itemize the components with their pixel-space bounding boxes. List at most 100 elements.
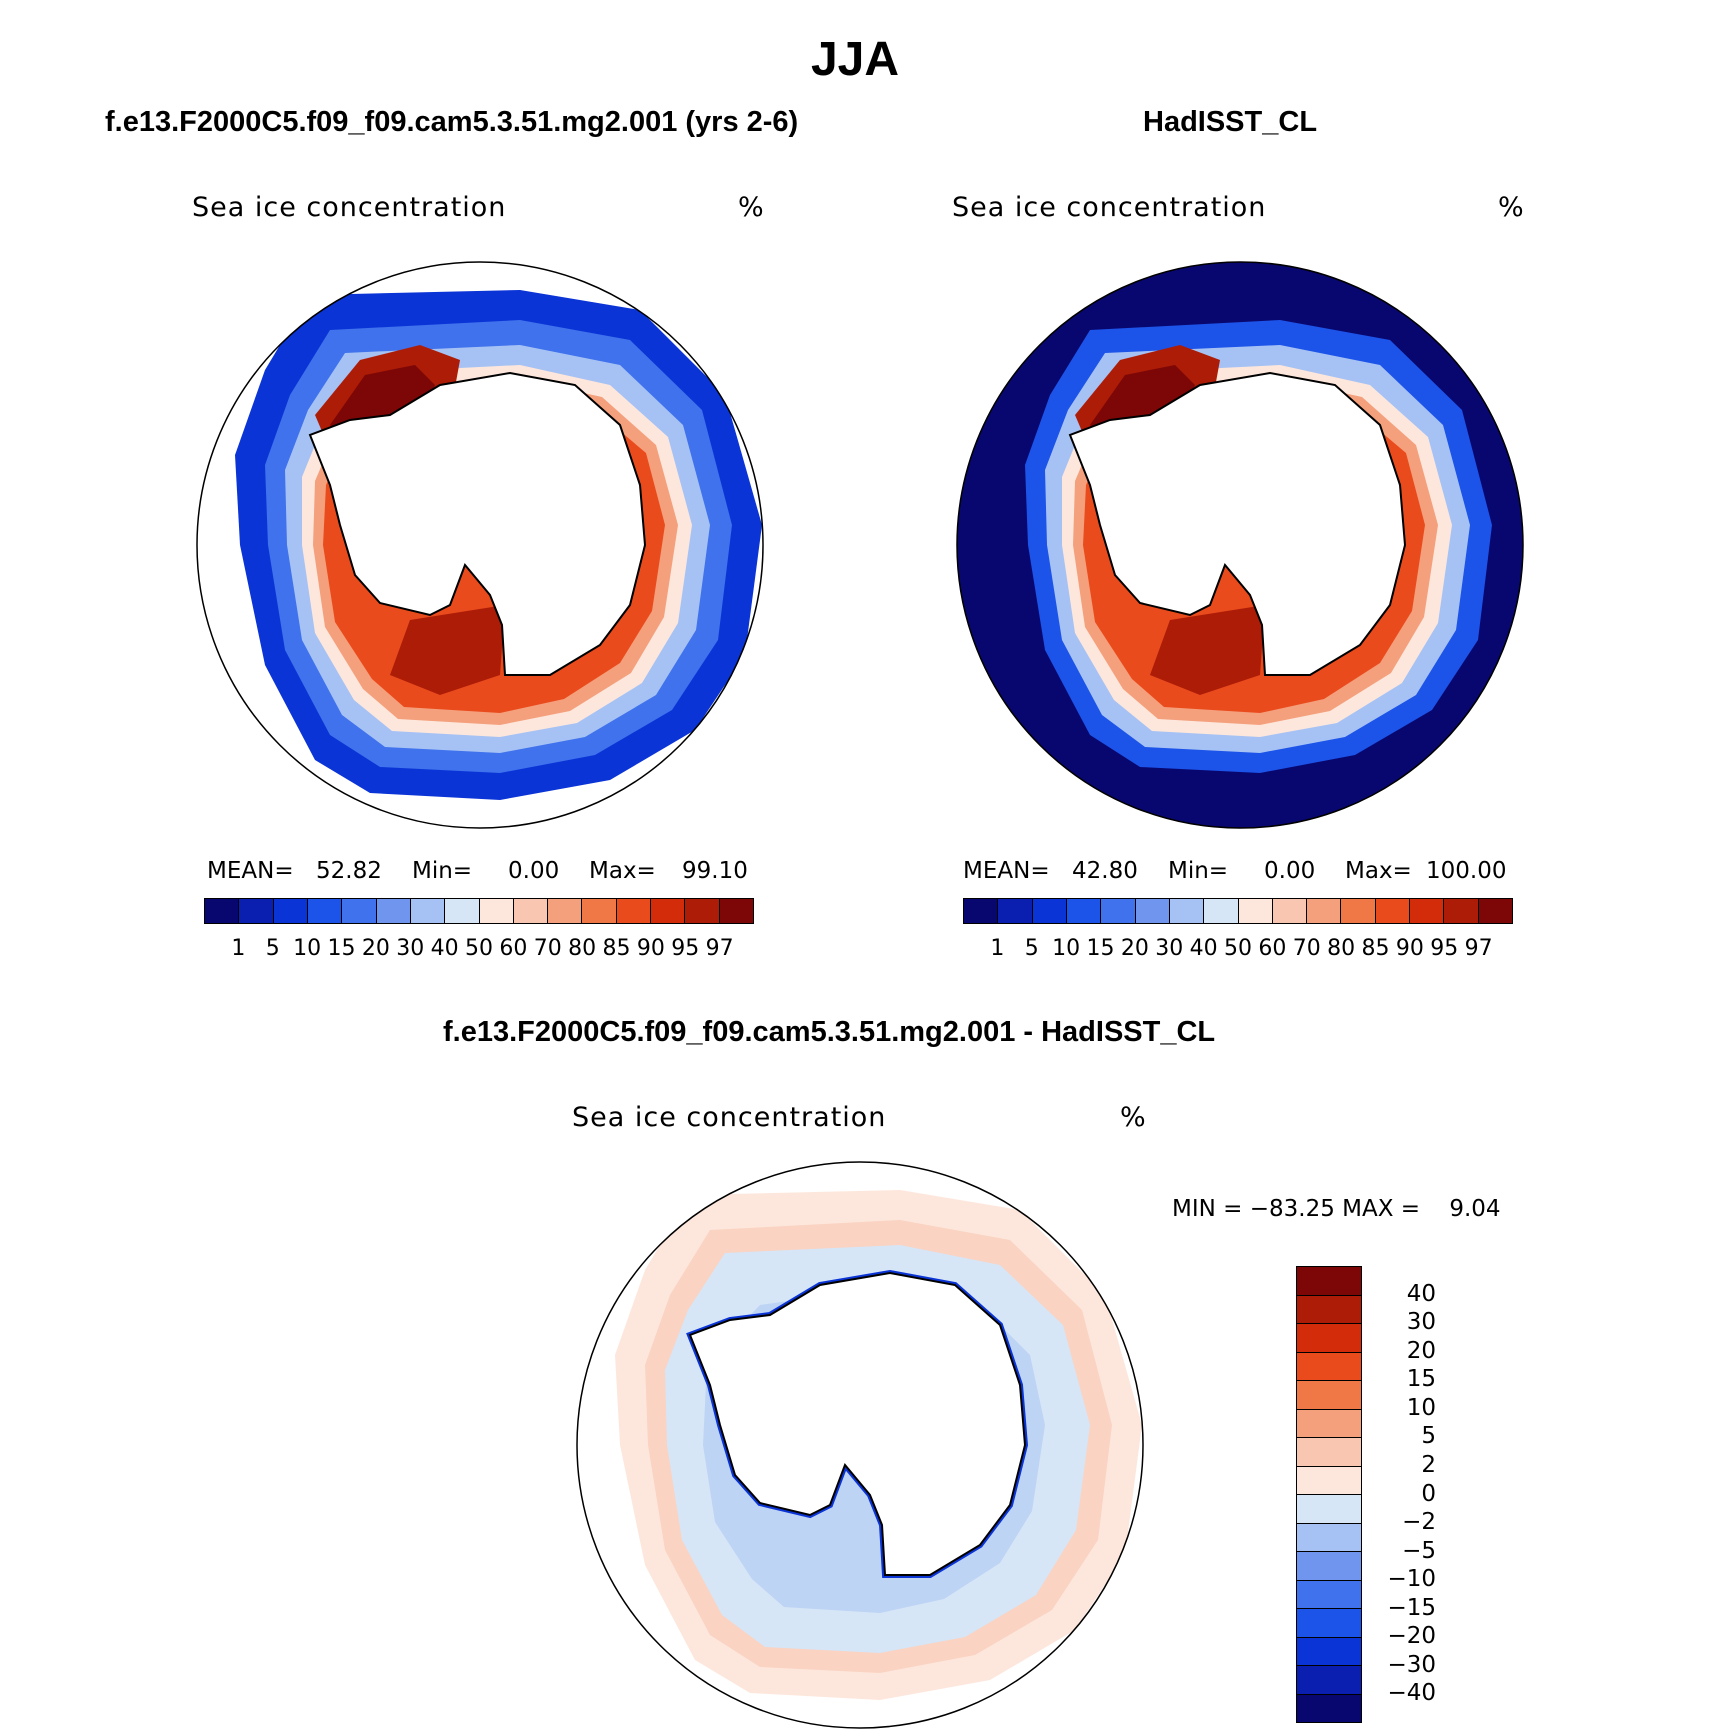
colorbar-ticks-model: 1 5 10 15 20 30 40 50 60 70 80 85 90 95 97 <box>204 936 754 966</box>
colorbar-tick-label: 97 <box>705 936 734 961</box>
diff-panel-title: f.e13.F2000C5.f09_f09.cam5.3.51.mg2.001 … <box>443 1016 1216 1048</box>
diff-colorbar-box <box>1297 1437 1361 1466</box>
diff-colorbar-tick-label: −40 <box>1387 1680 1436 1707</box>
diff-colorbar-box <box>1297 1323 1361 1352</box>
mean-label-obs: MEAN= <box>963 858 1050 884</box>
colorbar-tick-label: 5 <box>265 936 280 961</box>
diff-colorbar-box <box>1297 1351 1361 1380</box>
diff-colorbar-tick-label: 2 <box>1421 1451 1436 1478</box>
colorbar-box <box>1340 899 1375 923</box>
diff-colorbar-box <box>1297 1608 1361 1637</box>
colorbar-box <box>1100 899 1135 923</box>
colorbar-tick-label: 60 <box>499 936 528 961</box>
colorbar-tick-label: 1 <box>990 936 1005 961</box>
diff-colorbar-box <box>1297 1380 1361 1409</box>
colorbar-tick-label: 95 <box>671 936 700 961</box>
diff-colorbar-box <box>1297 1465 1361 1494</box>
colorbar-model <box>204 898 754 924</box>
diff-minmax: MIN = −83.25 MAX = 9.04 <box>1172 1196 1501 1222</box>
colorbar-box <box>547 899 582 923</box>
colorbar-box <box>1168 899 1204 923</box>
colorbar-tick-label: 85 <box>602 936 631 961</box>
colorbar-tick-label: 50 <box>1224 936 1252 961</box>
colorbar-tick-label: 90 <box>636 936 665 961</box>
diff-colorbar-box <box>1297 1579 1361 1608</box>
polar-map-obs <box>956 261 1524 829</box>
colorbar-box <box>444 899 479 923</box>
max-label-model: Max= <box>589 858 656 884</box>
diff-colorbar-box <box>1297 1551 1361 1580</box>
colorbar-box <box>964 899 998 923</box>
colorbar-tick-label: 15 <box>1086 936 1115 961</box>
colorbar-box <box>1306 899 1341 923</box>
units-label-obs: % <box>1498 192 1525 223</box>
diff-colorbar-box <box>1297 1665 1361 1694</box>
colorbar-tick-label: 5 <box>1024 936 1039 961</box>
diff-colorbar-tick-label: −10 <box>1387 1566 1436 1593</box>
diff-colorbar-tick-label: 15 <box>1406 1366 1436 1393</box>
colorbar-box <box>306 899 342 923</box>
units-label-diff: % <box>1120 1102 1147 1133</box>
colorbar-tick-label: 10 <box>293 936 322 961</box>
min-value-model: 0.00 <box>508 858 560 884</box>
colorbar-tick-label: 60 <box>1258 936 1287 961</box>
colorbar-tick-label: 85 <box>1361 936 1390 961</box>
colorbar-box <box>1409 899 1444 923</box>
diff-colorbar-tick-label: 40 <box>1406 1280 1436 1307</box>
colorbar-tick-label: 30 <box>1155 936 1184 961</box>
colorbar-box <box>1271 899 1307 923</box>
diff-colorbar-tick-label: 0 <box>1421 1480 1436 1507</box>
min-label-obs: Min= <box>1168 858 1229 884</box>
colorbar-tick-label: 40 <box>430 936 459 961</box>
colorbar-box <box>205 899 239 923</box>
diff-colorbar-tick-label: −30 <box>1387 1651 1436 1678</box>
colorbar-box <box>1477 899 1512 923</box>
colorbar-box <box>272 899 307 923</box>
colorbar-box <box>1237 899 1272 923</box>
colorbar-box <box>997 899 1032 923</box>
polar-map-model <box>196 261 764 829</box>
colorbar-box <box>238 899 273 923</box>
mean-value-model: 52.82 <box>316 858 382 884</box>
colorbar-tick-label: 50 <box>465 936 493 961</box>
colorbar-tick-label: 40 <box>1189 936 1218 961</box>
diff-colorbar-box <box>1297 1294 1361 1323</box>
colorbar-box <box>684 899 719 923</box>
colorbar-tick-label: 10 <box>1052 936 1081 961</box>
colorbar-box <box>341 899 376 923</box>
colorbar-box <box>1374 899 1410 923</box>
colorbar-tick-label: 20 <box>1120 936 1149 961</box>
colorbar-box <box>650 899 685 923</box>
colorbar-box <box>1134 899 1169 923</box>
diff-colorbar-box <box>1297 1494 1361 1523</box>
max-value-model: 99.10 <box>682 858 748 884</box>
colorbar-box <box>1065 899 1101 923</box>
max-label-obs: Max= <box>1345 858 1412 884</box>
panel-title-obs: HadISST_CL <box>1143 106 1318 138</box>
diff-colorbar-box <box>1297 1522 1361 1551</box>
diff-colorbar-tick-label: −5 <box>1402 1537 1436 1564</box>
colorbar-tick-label: 70 <box>1292 936 1321 961</box>
diff-colorbar-tick-label: 10 <box>1406 1394 1436 1421</box>
variable-label-diff: Sea ice concentration <box>572 1102 887 1133</box>
polar-map-diff <box>576 1161 1144 1729</box>
colorbar-box <box>478 899 513 923</box>
diff-colorbar-tick-label: −15 <box>1387 1594 1436 1621</box>
mean-value-obs: 42.80 <box>1072 858 1138 884</box>
colorbar-box <box>512 899 548 923</box>
colorbar-box <box>615 899 651 923</box>
max-value-obs: 100.00 <box>1426 858 1507 884</box>
colorbar-tick-label: 20 <box>361 936 390 961</box>
min-value-obs: 0.00 <box>1264 858 1316 884</box>
colorbar-box <box>718 899 753 923</box>
colorbar-box <box>1031 899 1066 923</box>
diff-colorbar-box <box>1297 1636 1361 1665</box>
mean-label-model: MEAN= <box>207 858 294 884</box>
diff-colorbar-tick-label: 30 <box>1406 1309 1436 1336</box>
min-label-model: Min= <box>412 858 473 884</box>
diff-colorbar-box <box>1297 1408 1361 1437</box>
colorbar-box <box>375 899 410 923</box>
diff-colorbar-tick-label: −20 <box>1387 1623 1436 1650</box>
units-label-model: % <box>738 192 765 223</box>
colorbar-tick-label: 80 <box>1327 936 1356 961</box>
